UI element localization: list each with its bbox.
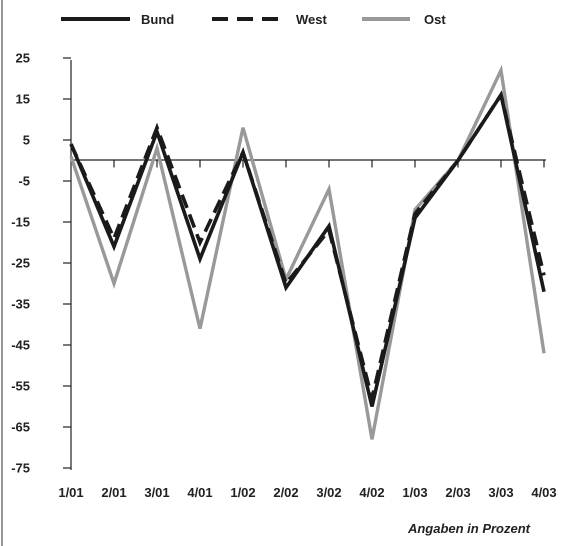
y-tick-label: -45 bbox=[11, 338, 30, 353]
x-tick-label: 1/03 bbox=[402, 485, 427, 500]
y-tick-label: 25 bbox=[16, 51, 30, 66]
series-lines bbox=[69, 64, 546, 440]
x-tick-label: 3/02 bbox=[316, 485, 341, 500]
y-tick-label: -75 bbox=[11, 461, 30, 476]
y-tick-label: -35 bbox=[11, 297, 30, 312]
y-tick-label: -65 bbox=[11, 420, 30, 435]
x-tick-label: 3/01 bbox=[144, 485, 169, 500]
x-axis-ticks: 1/01 2/01 3/01 4/01 1/02 2/02 3/02 4/02 1/03 2/03… bbox=[58, 160, 557, 500]
y-tick-label: 5 bbox=[23, 133, 30, 148]
y-tick-label: -5 bbox=[18, 174, 30, 189]
x-tick-label: 1/01 bbox=[58, 485, 83, 500]
x-tick-label: 4/03 bbox=[531, 485, 556, 500]
x-tick-label: 3/03 bbox=[488, 485, 513, 500]
x-tick-label: 2/03 bbox=[445, 485, 470, 500]
legend-label-ost: Ost bbox=[424, 12, 446, 27]
series-line-west bbox=[69, 90, 546, 399]
y-tick-label: -15 bbox=[11, 215, 30, 230]
x-tick-label: 1/02 bbox=[230, 485, 255, 500]
y-tick-label: 15 bbox=[16, 92, 30, 107]
series-line-ost bbox=[69, 64, 546, 440]
y-tick-label: -25 bbox=[11, 256, 30, 271]
chart-note: Angaben in Prozent bbox=[407, 521, 531, 536]
x-tick-label: 4/01 bbox=[187, 485, 212, 500]
x-tick-label: 2/02 bbox=[273, 485, 298, 500]
x-tick-label: 4/02 bbox=[359, 485, 384, 500]
x-tick-label: 2/01 bbox=[101, 485, 126, 500]
series-line-bund bbox=[69, 90, 546, 407]
legend: Bund West Ost bbox=[61, 12, 446, 27]
legend-label-west: West bbox=[296, 12, 327, 27]
y-axis-ticks: 25 15 5 -5 -15 -25 -35 -45 -55 -65 -75 bbox=[11, 51, 71, 476]
y-tick-label: -55 bbox=[11, 379, 30, 394]
legend-label-bund: Bund bbox=[141, 12, 174, 27]
